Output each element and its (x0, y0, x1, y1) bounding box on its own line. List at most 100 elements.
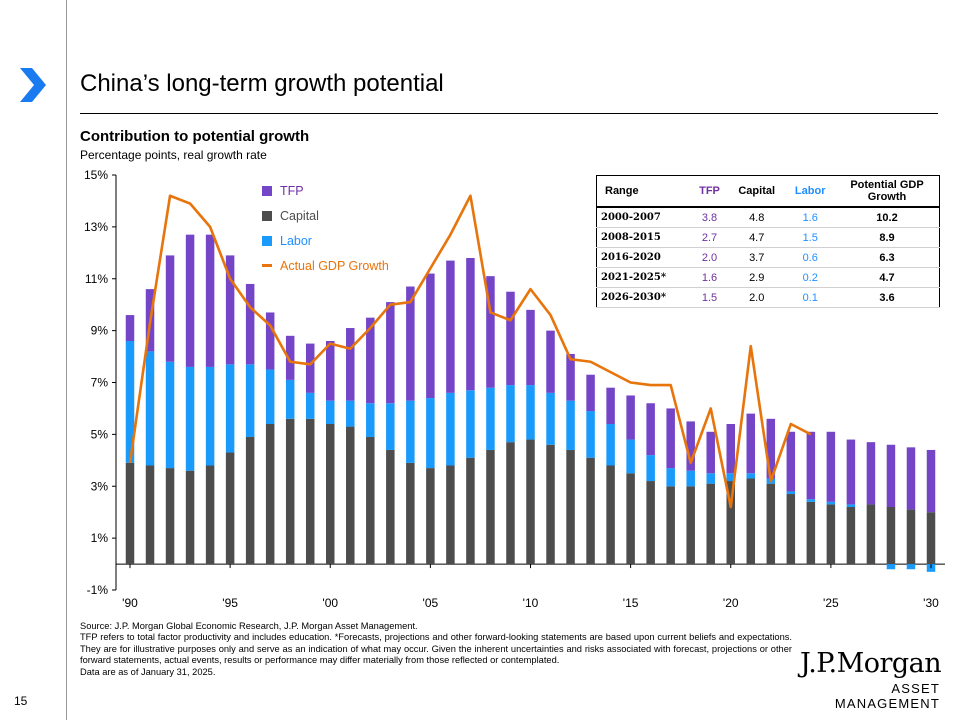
bar-tfp (285, 335, 295, 380)
bar-tfp (446, 260, 455, 393)
cell-labor: 1.6 (785, 207, 835, 228)
bar-labor (225, 364, 235, 453)
bar-capital (346, 426, 355, 565)
bar-capital (265, 424, 275, 565)
bar-capital (125, 462, 135, 565)
bar-tfp (586, 374, 595, 412)
bar-tfp (726, 424, 735, 474)
bar-labor (466, 390, 475, 458)
bar-tfp (225, 255, 235, 365)
bar-capital (386, 449, 395, 565)
bar-capital (666, 486, 675, 565)
cell-potential: 6.3 (835, 247, 940, 268)
cell-capital: 2.0 (728, 287, 786, 308)
bar-labor (706, 473, 715, 484)
legend-label-tfp: TFP (280, 183, 304, 198)
bar-tfp (386, 302, 395, 404)
bar-labor (346, 400, 355, 427)
bar-labor (406, 400, 415, 463)
title-divider (80, 113, 938, 114)
x-tick-label: '05 (423, 596, 439, 610)
bar-labor (506, 385, 515, 443)
bar-tfp (526, 309, 535, 386)
y-tick-label: 9% (91, 324, 109, 338)
table-row: 2016-2020 2.0 3.7 0.6 6.3 (596, 247, 940, 268)
chevron-right-icon (20, 68, 46, 102)
bar-tfp (846, 439, 856, 505)
bar-capital (746, 478, 756, 565)
bar-labor (185, 366, 195, 471)
brand-name: J.P.Morgan (800, 648, 942, 679)
bar-tfp (125, 315, 135, 341)
y-tick-label: -1% (87, 583, 109, 597)
bar-capital (185, 470, 195, 565)
bar-labor (686, 470, 695, 487)
bar-tfp (245, 283, 255, 365)
bar-capital (806, 501, 816, 565)
table-row: 2000-2007 3.8 4.8 1.6 10.2 (596, 207, 940, 228)
cell-labor: 0.2 (785, 267, 835, 288)
chart-legend: TFP Capital Labor Actual GDP Growth (262, 178, 389, 278)
y-tick-label: 15% (84, 168, 108, 182)
cell-capital: 2.9 (728, 267, 786, 288)
bar-labor (626, 439, 635, 474)
bar-tfp (326, 341, 335, 401)
header-capital: Capital (728, 175, 786, 208)
bar-labor (646, 455, 655, 482)
growth-summary-table: Range TFP Capital Labor Potential GDP Gr… (596, 175, 940, 308)
bar-capital (646, 481, 655, 565)
bar-capital (566, 449, 575, 565)
bar-tfp (426, 273, 435, 399)
bar-labor (326, 400, 335, 424)
bar-labor (546, 392, 555, 445)
bar-labor (205, 366, 215, 466)
bar-capital (926, 512, 936, 565)
table-row: 2021-2025* 1.6 2.9 0.2 4.7 (596, 267, 940, 288)
bar-capital (326, 424, 335, 565)
disclaimer-line: TFP refers to total factor productivity … (80, 632, 792, 666)
header-range: Range (596, 175, 692, 208)
bar-capital (866, 504, 876, 565)
bar-labor (526, 385, 535, 440)
bar-tfp (706, 431, 715, 474)
table-header-row: Range TFP Capital Labor Potential GDP Gr… (596, 175, 940, 208)
y-tick-label: 13% (84, 220, 108, 234)
bar-labor (906, 564, 916, 570)
bar-capital (766, 483, 776, 565)
bar-capital (686, 486, 695, 565)
x-tick-label: '25 (823, 596, 839, 610)
cell-labor: 0.1 (785, 287, 835, 308)
bar-labor (566, 400, 575, 450)
header-potential: Potential GDP Growth (835, 175, 940, 208)
cell-potential: 8.9 (835, 227, 940, 248)
y-tick-label: 11% (85, 272, 108, 286)
bar-labor (806, 499, 816, 502)
bar-capital (626, 473, 635, 565)
cell-labor: 0.6 (785, 247, 835, 268)
cell-tfp: 1.5 (691, 287, 728, 308)
bar-labor (386, 403, 395, 450)
legend-label-capital: Capital (280, 208, 319, 223)
growth-chart: -1% 1% 3% 5% 7% 9% 11% 13% 15% '90 '95 '00 '05 '10 '15… (84, 168, 945, 610)
cell-tfp: 3.8 (691, 207, 728, 228)
y-tick-label: 1% (91, 531, 109, 545)
cell-capital: 4.8 (728, 207, 786, 228)
bar-capital (486, 449, 495, 565)
bar-tfp (305, 343, 315, 393)
bar-labor (786, 491, 796, 495)
bar-capital (826, 504, 836, 565)
bar-tfp (606, 387, 615, 424)
x-tick-label: '20 (723, 596, 739, 610)
bar-capital (586, 457, 595, 565)
gdp-growth-line (128, 194, 812, 509)
jpmorgan-logo: J.P.Morgan ASSET MANAGEMENT (800, 648, 942, 711)
bar-capital (546, 444, 555, 565)
bar-tfp (786, 431, 796, 492)
bar-tfp (646, 403, 655, 456)
bar-capital (706, 483, 715, 565)
bar-tfp (185, 234, 195, 367)
cell-range: 2000-2007 (596, 207, 692, 228)
bar-tfp (926, 449, 936, 513)
bar-capital (366, 436, 375, 565)
bar-capital (606, 465, 615, 565)
